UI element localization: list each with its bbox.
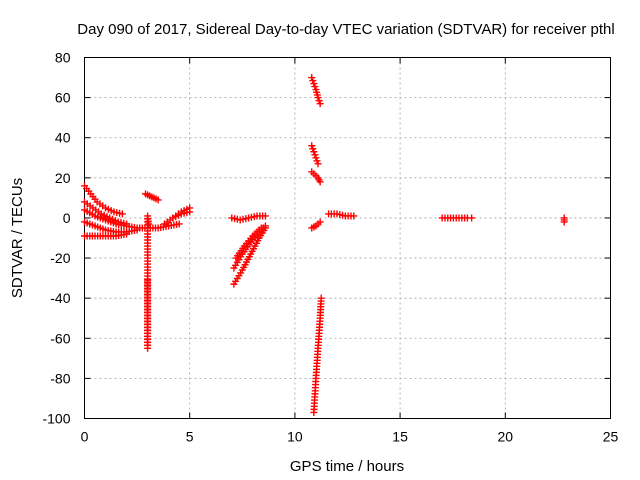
- series-arc-3h: [142, 190, 162, 204]
- y-tick-label: -80: [50, 370, 70, 386]
- series-arc-early-5: [81, 218, 141, 236]
- data-point: [186, 208, 194, 216]
- y-axis-title: SDTVAR / TECUs: [9, 178, 26, 298]
- y-axis: -100 -80 -60 -40 -20 0 20 40 60 80: [42, 50, 611, 427]
- y-tick-label: -100: [42, 411, 70, 427]
- x-tick-label: 0: [81, 429, 89, 445]
- series-arc-12h: [325, 210, 358, 220]
- series-arc-11h-low: [308, 168, 324, 186]
- y-tick-label: 80: [55, 50, 71, 66]
- x-tick-label: 10: [287, 429, 303, 445]
- data-point: [175, 220, 183, 228]
- y-tick-label: 20: [55, 170, 71, 186]
- series-arc-7h-c: [232, 224, 265, 262]
- y-tick-label: -40: [50, 290, 70, 306]
- plot-frame: [84, 57, 611, 419]
- x-tick-label: 25: [603, 429, 619, 445]
- chart-title: Day 090 of 2017, Sidereal Day-to-day VTE…: [77, 21, 614, 38]
- series-outliers-3h: [144, 212, 153, 352]
- series-arc-7h-b: [230, 222, 269, 272]
- data-point: [317, 294, 325, 302]
- x-axis-title: GPS time / hours: [290, 458, 404, 475]
- grid: [84, 57, 611, 419]
- y-tick-label: 0: [63, 210, 71, 226]
- series-arc-17-18h: [438, 214, 476, 222]
- data-point: [316, 178, 324, 186]
- y-tick-label: -60: [50, 330, 70, 346]
- data-point: [257, 224, 265, 232]
- y-tick-label: 60: [55, 90, 71, 106]
- x-tick-label: 20: [498, 429, 514, 445]
- data-points: [81, 74, 568, 416]
- data-point: [133, 226, 141, 234]
- series-arc-7h-top: [228, 212, 269, 224]
- data-point: [560, 218, 568, 226]
- data-point: [145, 220, 153, 228]
- data-point: [468, 214, 476, 222]
- series-arc-early-1: [81, 182, 126, 218]
- y-tick-label: 40: [55, 130, 71, 146]
- data-point: [261, 222, 269, 230]
- data-point: [154, 196, 162, 204]
- x-axis: 0 5 10 15 20 25: [81, 57, 619, 445]
- data-point: [316, 218, 324, 226]
- data-point: [350, 212, 358, 220]
- series-arc-23h: [560, 214, 568, 226]
- data-point: [118, 210, 126, 218]
- x-tick-label: 15: [392, 429, 408, 445]
- data-point: [261, 212, 269, 220]
- series-arc-early-3: [81, 206, 152, 232]
- series-arc-7h-a: [230, 224, 269, 288]
- series-arc-11h-mid: [308, 142, 322, 168]
- data-point: [314, 160, 322, 168]
- x-tick-label: 5: [186, 429, 194, 445]
- data-point: [316, 100, 324, 108]
- series-arc-11h-neg: [310, 294, 325, 416]
- series-arc-11h-zero: [308, 218, 324, 232]
- series-arc-11h-top: [308, 74, 324, 108]
- series-arc-4-5h-b: [169, 208, 194, 222]
- y-tick-label: -20: [50, 250, 70, 266]
